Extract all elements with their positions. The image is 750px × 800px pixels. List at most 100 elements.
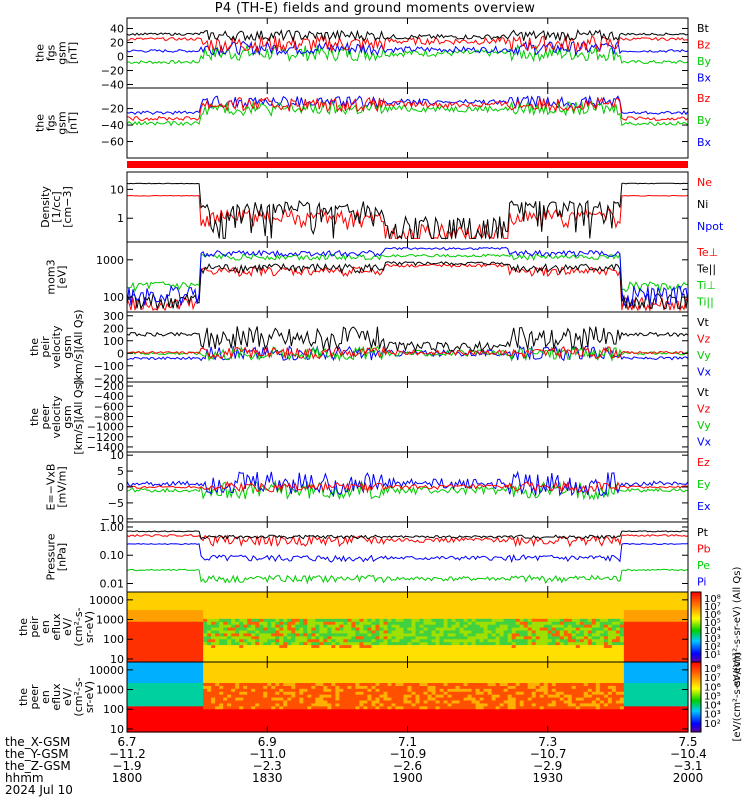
eflux-cell <box>411 650 417 654</box>
eflux-cell <box>463 600 469 605</box>
eflux-cell <box>295 699 300 704</box>
eflux-cell <box>535 644 541 649</box>
eflux-cell <box>243 688 248 692</box>
eflux-cell <box>543 638 549 643</box>
eflux-cell <box>223 624 228 628</box>
eflux-cell <box>351 606 357 611</box>
eflux-cell <box>159 606 164 611</box>
eflux-cell <box>215 688 220 692</box>
eflux-cell <box>271 638 276 643</box>
eflux-cell <box>667 621 673 625</box>
eflux-cell <box>667 650 673 654</box>
eflux-cell <box>667 659 673 663</box>
eflux-cell <box>359 650 365 654</box>
eflux-cell <box>299 723 304 727</box>
eflux-cell <box>551 621 557 625</box>
eflux-cell <box>455 653 461 657</box>
eflux-cell <box>419 659 425 663</box>
eflux-cell <box>263 685 268 689</box>
eflux-cell <box>183 624 188 628</box>
eflux-cell <box>271 717 276 721</box>
eflux-cell <box>535 597 541 602</box>
eflux-cell <box>419 612 425 616</box>
eflux-cell <box>671 603 677 608</box>
eflux-cell <box>143 723 148 727</box>
eflux-cell <box>331 629 336 634</box>
eflux-cell <box>171 594 176 599</box>
eflux-cell <box>499 656 505 660</box>
eflux-cell <box>227 621 232 625</box>
eflux-cell <box>155 673 160 678</box>
eflux-cell <box>135 647 140 651</box>
eflux-cell <box>395 621 401 625</box>
eflux-cell <box>663 618 669 622</box>
eflux-cell <box>171 606 176 611</box>
eflux-cell <box>683 656 689 660</box>
eflux-cell <box>299 609 304 614</box>
eflux-cell <box>339 621 344 625</box>
eflux-cell <box>183 708 188 713</box>
eflux-cell <box>331 603 336 608</box>
eflux-cell <box>675 632 681 637</box>
eflux-cell <box>231 647 236 651</box>
eflux-cell <box>519 650 525 654</box>
eflux-cell <box>535 659 541 663</box>
y-tick-label: 0 <box>117 51 124 64</box>
eflux-cell <box>599 612 605 616</box>
eflux-cell <box>335 612 340 616</box>
eflux-cell <box>195 603 200 608</box>
eflux-cell <box>235 711 240 716</box>
eflux-cell <box>307 667 312 672</box>
eflux-cell <box>475 600 481 605</box>
eflux-cell <box>383 635 389 640</box>
eflux-cell <box>275 594 280 599</box>
eflux-cell <box>495 618 501 622</box>
eflux-cell <box>255 708 260 713</box>
eflux-cell <box>311 632 316 637</box>
eflux-cell <box>151 729 156 733</box>
eflux-cell <box>279 621 284 625</box>
eflux-cell <box>683 650 689 654</box>
eflux-cell <box>255 688 260 692</box>
eflux-cell <box>135 667 140 672</box>
eflux-cell <box>259 667 264 672</box>
eflux-cell <box>159 618 164 622</box>
eflux-cell <box>563 606 569 611</box>
eflux-cell <box>335 679 340 684</box>
eflux-cell <box>203 597 208 602</box>
eflux-cell <box>183 682 188 686</box>
eflux-cell <box>151 606 156 611</box>
eflux-cell <box>323 603 328 608</box>
y-axis-label: (cm²-s- <box>72 607 85 646</box>
eflux-cell <box>223 670 228 675</box>
eflux-cell <box>255 606 260 611</box>
eflux-cell <box>411 653 417 657</box>
eflux-cell <box>239 676 244 681</box>
eflux-cell <box>495 647 501 651</box>
eflux-cell <box>367 647 373 651</box>
eflux-cell <box>675 627 681 631</box>
eflux-cell <box>215 632 220 637</box>
eflux-cell <box>583 635 589 640</box>
eflux-cell <box>351 644 357 649</box>
eflux-cell <box>611 618 617 622</box>
eflux-cell <box>335 644 340 649</box>
eflux-cell <box>543 647 549 651</box>
eflux-cell <box>551 641 557 646</box>
eflux-cell <box>215 702 220 707</box>
eflux-cell <box>223 659 228 663</box>
eflux-cell <box>635 629 641 634</box>
eflux-cell <box>135 635 140 640</box>
eflux-cell <box>379 635 385 640</box>
eflux-cell <box>495 597 501 602</box>
eflux-cell <box>227 612 232 616</box>
eflux-cell <box>303 685 308 689</box>
eflux-cell <box>355 594 361 599</box>
eflux-cell <box>607 632 613 637</box>
eflux-cell <box>135 624 140 628</box>
eflux-cell <box>451 629 457 634</box>
eflux-cell <box>655 641 661 646</box>
eflux-cell <box>667 597 673 602</box>
eflux-cell <box>463 615 469 619</box>
eflux-cell <box>299 647 304 651</box>
